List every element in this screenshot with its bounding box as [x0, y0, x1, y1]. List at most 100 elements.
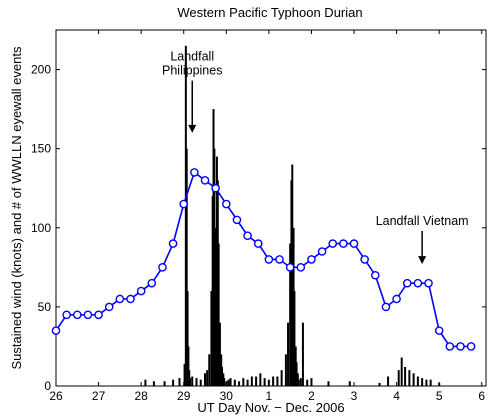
eyewall-bar [246, 379, 249, 386]
wind-point [466, 342, 476, 351]
eyewall-bar [214, 227, 217, 386]
wind-point [115, 294, 125, 304]
eyewall-bar [206, 370, 209, 386]
eyewall-bar [408, 370, 411, 386]
wind-point [402, 278, 412, 288]
eyewall-bar [280, 370, 283, 386]
eyewall-event-bars [144, 45, 441, 387]
eyewall-bar [299, 378, 302, 386]
wind-point [349, 239, 359, 248]
eyewall-bar [187, 346, 190, 386]
wind-point [317, 247, 327, 256]
wind-point [136, 286, 146, 296]
wind-point [275, 255, 284, 264]
eyewall-bar [397, 370, 400, 386]
eyewall-bar [267, 379, 270, 386]
x-tick-label-3: 29 [177, 389, 191, 403]
y-tick-label-3: 150 [31, 142, 51, 156]
wind-point [126, 294, 135, 304]
x-axis-label: UT Day Nov. − Dec. 2006 [197, 400, 344, 415]
x-tick-label-2: 28 [134, 389, 148, 403]
eyewall-bar [250, 376, 253, 386]
annotation-text-1-0: Landfall Vietnam [376, 214, 469, 228]
y-tick-label-4: 200 [31, 63, 51, 77]
eyewall-bar [412, 373, 415, 386]
annotation-arrow-head-1 [418, 256, 427, 265]
eyewall-bar [310, 378, 313, 386]
wind-point [94, 310, 103, 320]
eyewall-bar [429, 379, 432, 386]
eyewall-bar [195, 378, 198, 386]
x-tick-label-8: 4 [393, 389, 400, 403]
y-tick-label-1: 50 [38, 300, 52, 314]
eyewall-bar [387, 376, 390, 386]
eyewall-bar [227, 379, 230, 386]
wind-point [211, 183, 220, 193]
eyewall-bar [259, 373, 262, 386]
x-tick-label-1: 27 [92, 389, 106, 403]
eyewall-bar [297, 379, 300, 386]
eyewall-bar [416, 376, 419, 386]
eyewall-bar [204, 373, 207, 386]
eyewall-bar [301, 322, 304, 386]
wind-point [243, 231, 252, 240]
chart-title: Western Pacific Typhoon Durian [177, 5, 362, 20]
wind-point [232, 215, 242, 225]
y-tick-label-2: 100 [31, 221, 51, 235]
eyewall-bar [152, 381, 155, 386]
x-tick-label-9: 5 [436, 389, 443, 403]
eyewall-bar [425, 379, 428, 386]
wind-line [55, 171, 472, 348]
eyewall-bar [223, 378, 226, 386]
eyewall-bar [163, 381, 166, 386]
eyewall-bar [178, 378, 181, 386]
annotation-text-0-0: Landfall [170, 50, 214, 64]
wind-point [200, 176, 210, 185]
eyewall-bar [185, 148, 188, 386]
wind-point [392, 294, 401, 304]
wind-point [83, 310, 93, 320]
eyewall-bar [242, 378, 245, 386]
plot-frame [55, 29, 487, 387]
wind-point [168, 239, 178, 248]
wind-point [104, 302, 114, 312]
wind-point [285, 263, 295, 272]
eyewall-bar [233, 379, 236, 386]
x-tick-label-4: 30 [220, 389, 234, 403]
wind-series [51, 168, 476, 351]
wind-point [456, 342, 465, 351]
eyewall-bar [296, 373, 299, 386]
wind-point [445, 342, 455, 351]
wind-point [328, 239, 338, 248]
eyewall-bar [208, 354, 211, 386]
annotation-text-0-1: Philippines [162, 64, 222, 78]
wind-point [221, 199, 231, 209]
eyewall-bar [210, 291, 213, 386]
eyewall-bar [284, 354, 287, 386]
wind-point [264, 255, 274, 264]
wind-point [158, 263, 167, 272]
wind-point [62, 310, 71, 320]
eyewall-bar [289, 243, 292, 386]
eyewall-bar [438, 382, 441, 386]
eyewall-bar [421, 378, 424, 386]
eyewall-bar [186, 291, 189, 386]
x-tick-label-6: 2 [308, 389, 315, 403]
x-tick-label-10: 6 [478, 389, 485, 403]
y-tick-label-0: 0 [44, 379, 51, 393]
eyewall-bar [199, 379, 202, 386]
eyewall-bar [263, 378, 266, 386]
eyewall-bar [276, 376, 279, 386]
eyewall-bar [144, 379, 147, 386]
eyewall-bar [229, 378, 232, 386]
eyewall-bar [217, 243, 220, 386]
eyewall-bar [293, 291, 296, 386]
eyewall-bar [225, 381, 228, 386]
eyewall-bar [183, 363, 186, 386]
wind-point [339, 239, 348, 248]
eyewall-bar [213, 148, 216, 386]
x-tick-label-0: 26 [49, 389, 63, 403]
wind-point [72, 310, 82, 320]
eyewall-bar [404, 367, 407, 386]
